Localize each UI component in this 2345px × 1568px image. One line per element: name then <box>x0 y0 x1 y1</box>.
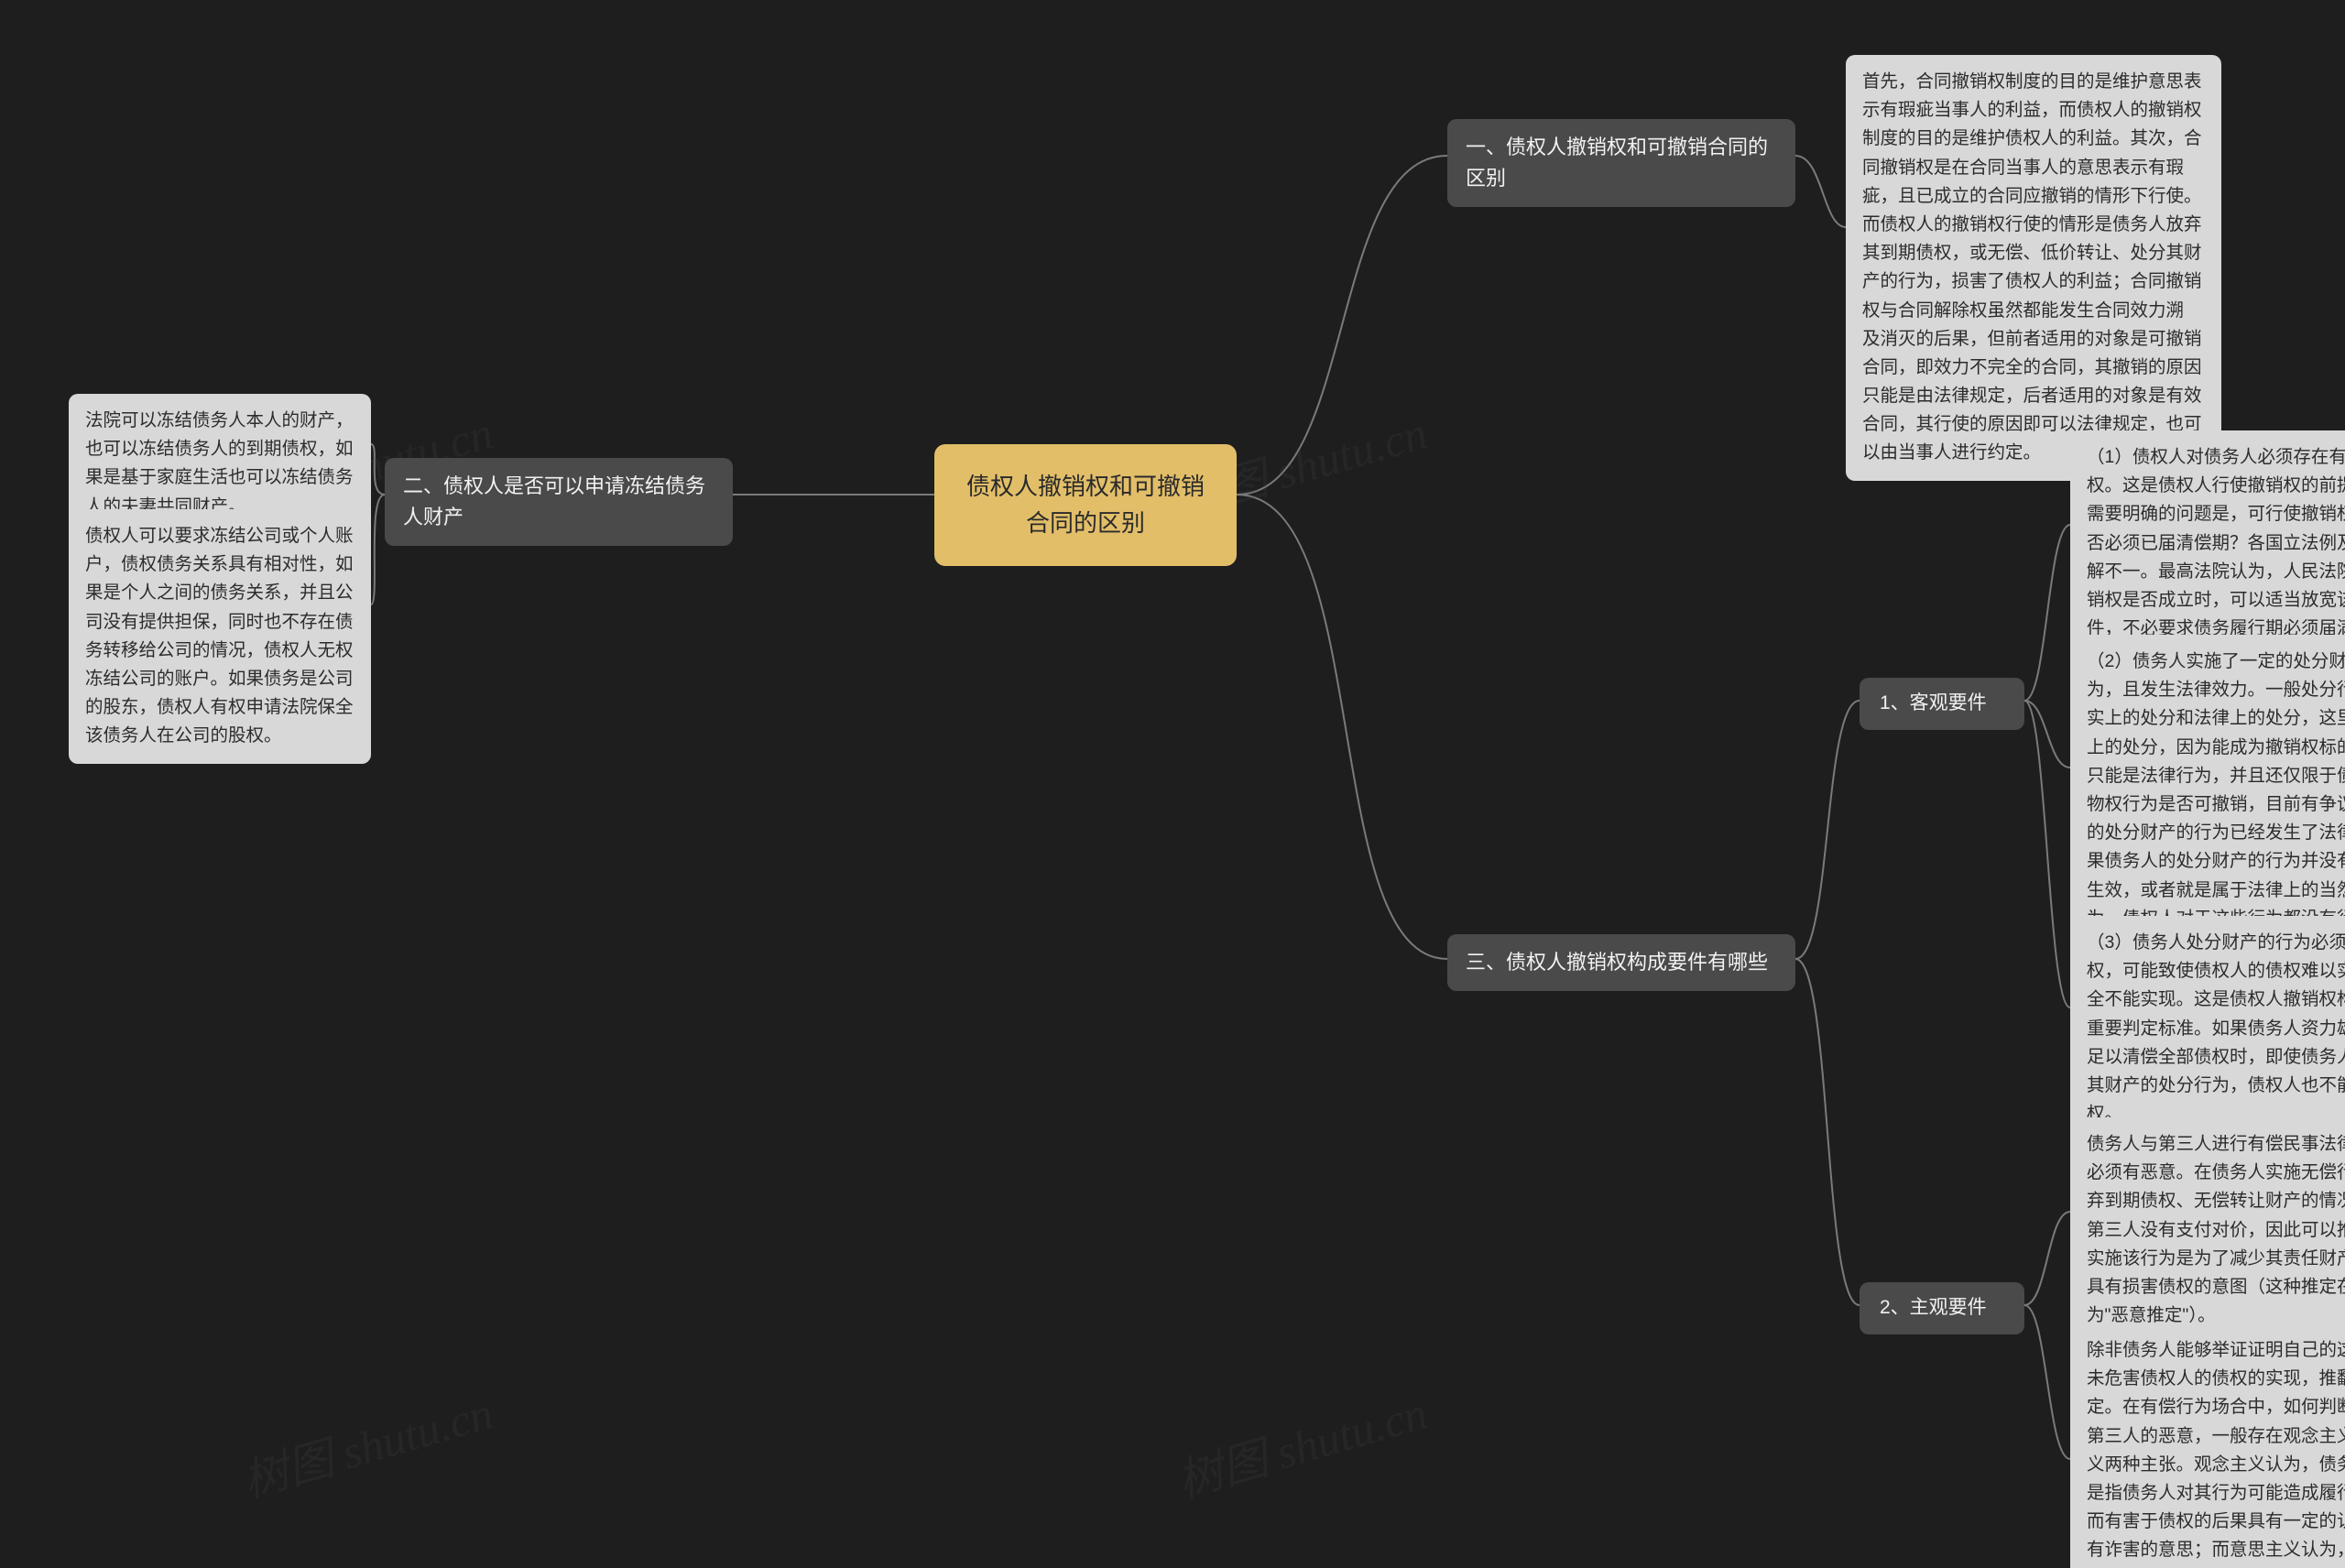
branch-3-sub-1[interactable]: 1、客观要件 <box>1860 678 2024 730</box>
branch-1[interactable]: 一、债权人撤销权和可撤销合同的区别 <box>1447 119 1795 207</box>
branch-2-leaf-2[interactable]: 债权人可以要求冻结公司或个人账户，债权债务关系具有相对性，如果是个人之间的债务关… <box>69 509 371 764</box>
branch-1-leaf-1[interactable]: 首先，合同撤销权制度的目的是维护意思表示有瑕疵当事人的利益，而债权人的撤销权制度… <box>1846 55 2221 481</box>
branch-2[interactable]: 二、债权人是否可以申请冻结债务人财产 <box>385 458 733 546</box>
root-node[interactable]: 债权人撤销权和可撤销合同的区别 <box>934 444 1237 566</box>
branch-3-sub-1-leaf-1[interactable]: （1）债权人对债务人必须存在有效的债权。这是债权人行使撤销权的前提和基础。需要明… <box>2070 430 2345 656</box>
watermark: 树图 shutu.cn <box>1169 1377 1434 1511</box>
watermark: 树图 shutu.cn <box>234 1377 500 1511</box>
branch-3-sub-2[interactable]: 2、主观要件 <box>1860 1282 2024 1334</box>
branch-3-sub-1-leaf-3[interactable]: （3）债务人处分财产的行为必须害及债权，可能致使债权人的债权难以实现或者完全不能… <box>2070 916 2345 1141</box>
branch-3-sub-2-leaf-2[interactable]: 除非债务人能够举证证明自己的这一行为并未危害债权人的债权的实现，推翻这种推定。在… <box>2070 1323 2345 1568</box>
branch-3[interactable]: 三、债权人撤销权构成要件有哪些 <box>1447 934 1795 991</box>
branch-3-sub-2-leaf-1[interactable]: 债务人与第三人进行有偿民事法律行为时，必须有恶意。在债务人实施无偿行为，即放弃到… <box>2070 1117 2345 1343</box>
mindmap-canvas: 树图 shutu.cn 树图 shutu.cn 树图 shutu.cn 树图 s… <box>0 0 2345 1568</box>
